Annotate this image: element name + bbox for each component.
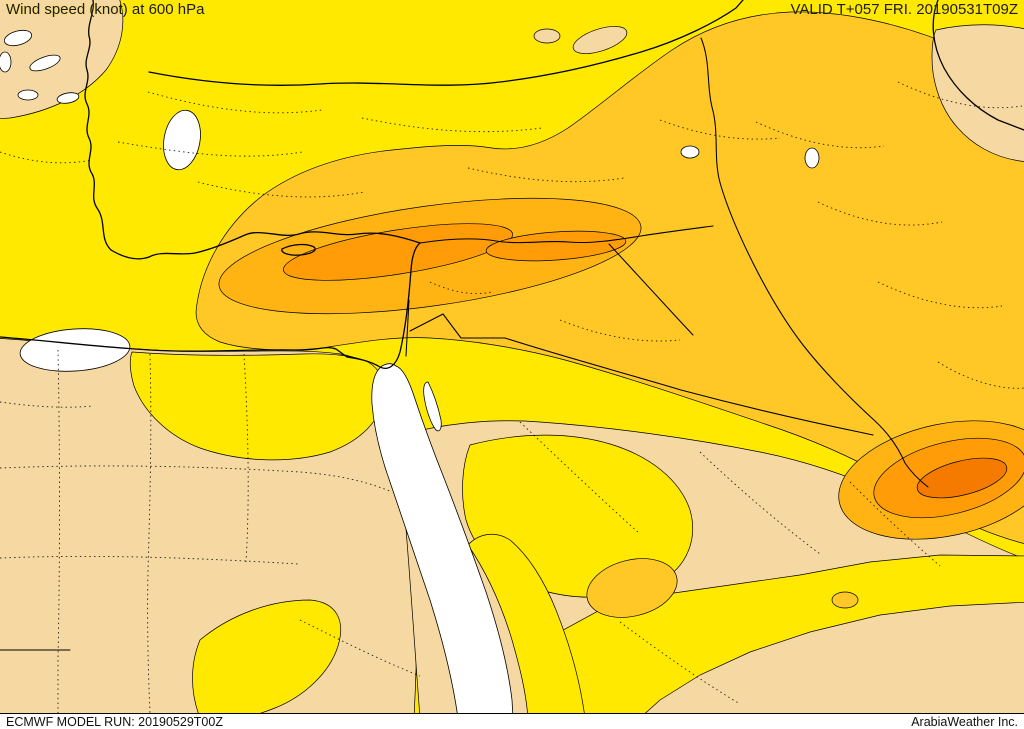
contour-regions-white: [0, 29, 820, 713]
border-levant: [405, 299, 410, 357]
footer-bar: ECMWF MODEL RUN: 20190529T00Z ArabiaWeat…: [0, 713, 1024, 729]
admin-boundary-line: [559, 319, 681, 342]
admin-boundary-line: [817, 201, 943, 226]
map-title: Wind speed (knot) at 600 hPa: [6, 1, 205, 18]
admin-boundary-line: [897, 81, 1023, 109]
coastline-africa-levant: [0, 242, 421, 369]
contour-region-tan-caspian-corner: [931, 24, 1024, 162]
aegean-islands: [0, 29, 80, 104]
admin-boundary-line: [361, 117, 543, 133]
border-iran: [700, 37, 929, 488]
gulf-of-aqaba-shape: [423, 381, 442, 432]
weather-map: Wind speed (knot) at 600 hPa VALID T+057…: [0, 0, 1024, 713]
wind-speed-contour-map: [0, 0, 1024, 713]
contour-region-orange-jet-west: [283, 223, 513, 281]
contour-region-gold-small-spot: [831, 591, 859, 609]
valid-time-label: VALID T+057 FRI. 20190531T09Z: [790, 1, 1019, 18]
contour-region-white-egypt: [19, 328, 131, 372]
island-shape: [0, 51, 12, 73]
border-syria-iraq: [608, 243, 694, 336]
admin-boundaries-dotted: [0, 81, 1024, 713]
admin-boundary-line: [243, 353, 249, 563]
admin-boundary-line: [877, 281, 1003, 309]
admin-boundary-line: [699, 451, 821, 555]
coastline-turkey-south: [110, 231, 421, 260]
contour-region-gold-south-spot: [586, 558, 678, 618]
contour-region-orange-jet-east: [485, 230, 627, 262]
admin-boundary-line: [519, 421, 641, 535]
contour-region-yellow-egypt-coast: [129, 351, 385, 461]
lake-van-shape: [680, 145, 700, 159]
red-sea-shape: [371, 363, 514, 713]
admin-boundary-line: [299, 619, 421, 677]
cyprus-island-outline: [281, 243, 316, 256]
contour-region-tan-blacksea-spot-2: [533, 28, 561, 44]
admin-boundary-line: [429, 281, 493, 294]
contour-region-yellow-nile-south: [192, 599, 342, 713]
coastline-black-sea: [148, 0, 744, 86]
contour-region-tan-aegean: [0, 0, 124, 120]
contour-regions-tan-over: [533, 24, 1024, 162]
lake-urmia-shape: [804, 147, 820, 169]
coastline-caspian: [932, 0, 1024, 131]
contour-region-orange-deep-core: [916, 457, 1008, 499]
border-jordan-saudi-iraq: [409, 313, 874, 436]
coastlines: [0, 0, 1024, 369]
contour-region-white-anatolia: [163, 109, 201, 171]
contour-regions-orange: [283, 223, 1024, 519]
island-shape: [29, 54, 61, 72]
coastline-aegean: [84, 0, 112, 251]
model-run-label: ECMWF MODEL RUN: 20190529T00Z: [6, 714, 223, 729]
admin-boundary-line: [197, 181, 365, 198]
contour-region-tan-blacksea-spot: [572, 26, 628, 54]
island-shape: [56, 92, 80, 104]
admin-boundary-line: [659, 119, 781, 140]
admin-boundary-line: [849, 481, 941, 567]
admin-boundary-line: [0, 465, 393, 493]
border-turkey-syria-iraq: [419, 225, 714, 244]
contour-regions-gold: [195, 11, 1024, 618]
provider-credit: ArabiaWeather Inc.: [911, 714, 1018, 729]
island-shape: [3, 29, 33, 47]
admin-boundary-line: [147, 353, 152, 713]
country-borders: [0, 37, 929, 651]
island-shape: [17, 89, 39, 101]
contour-region-yellow-redsea-coast: [467, 533, 585, 713]
admin-boundary-line: [0, 555, 299, 565]
admin-boundary-line: [755, 121, 885, 149]
